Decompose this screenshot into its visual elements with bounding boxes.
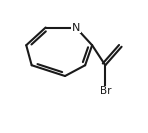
Text: Br: Br	[100, 86, 111, 96]
Text: N: N	[72, 22, 80, 32]
